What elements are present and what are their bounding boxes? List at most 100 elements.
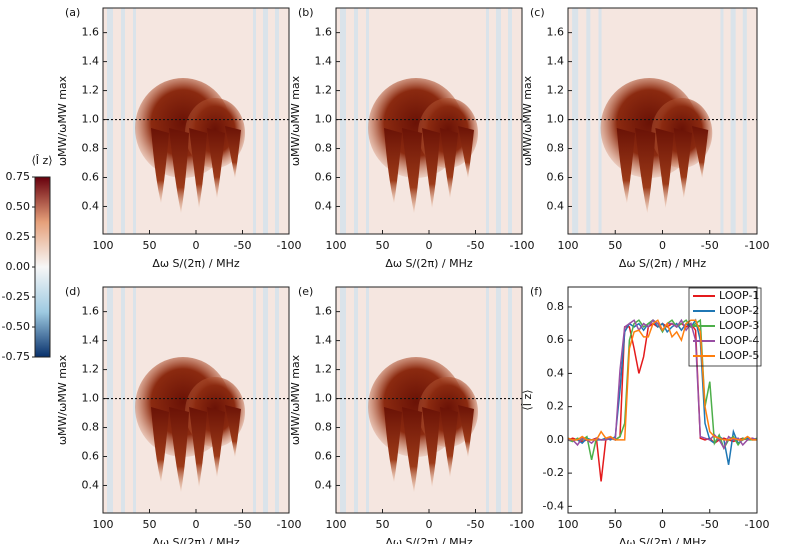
y-tick-label: 0.4 xyxy=(315,478,333,491)
y-tick-label: 1.2 xyxy=(82,84,100,97)
y-tick-label: 1.6 xyxy=(82,26,100,39)
x-tick-label: 50 xyxy=(143,239,157,252)
x-tick-label: -100 xyxy=(510,518,535,531)
y-tick-label: 0.8 xyxy=(547,142,565,155)
y-tick-label: 0.0 xyxy=(547,433,565,446)
plot-frame xyxy=(102,7,290,235)
panel-label: (b) xyxy=(298,6,314,19)
y-tick-label: 0.4 xyxy=(82,478,100,491)
x-tick-label: -100 xyxy=(745,518,770,531)
data-line xyxy=(567,319,757,441)
y-tick-label: 0.4 xyxy=(315,199,333,212)
y-axis-label: ωMW/ωMW max xyxy=(289,75,302,166)
y-tick-label: 0.4 xyxy=(547,199,565,212)
y-tick-label: 0.2 xyxy=(547,400,565,413)
colorbar-tick-label: 0.50 xyxy=(6,200,31,213)
y-tick-label: 1.2 xyxy=(315,363,333,376)
y-tick-label: 0.6 xyxy=(82,450,100,463)
x-tick-label: -100 xyxy=(277,239,302,252)
y-tick-label: 0.8 xyxy=(315,142,333,155)
plot-frame xyxy=(335,7,523,235)
panel-label: (d) xyxy=(65,285,81,298)
colorbar-tick-label: -0.50 xyxy=(2,320,30,333)
x-tick-label: -100 xyxy=(745,239,770,252)
panel-label: (e) xyxy=(298,285,313,298)
y-tick-label: 1.2 xyxy=(82,363,100,376)
colorbar-title: ⟨Î z⟩ xyxy=(31,154,52,167)
x-tick-label: -50 xyxy=(234,518,252,531)
x-tick-label: -50 xyxy=(467,518,485,531)
y-axis-label: ⟨Î z⟩ xyxy=(521,389,534,410)
x-tick-label: 0 xyxy=(426,239,433,252)
heatmap-image xyxy=(568,8,757,234)
panel-label: (a) xyxy=(65,6,80,19)
x-tick-label: 50 xyxy=(608,239,622,252)
legend-label: LOOP-3 xyxy=(719,319,759,332)
y-tick-label: 0.8 xyxy=(82,421,100,434)
y-tick-label: 1.2 xyxy=(547,84,565,97)
y-tick-label: 0.6 xyxy=(315,450,333,463)
x-axis-label: Δω S/(2π) / MHz xyxy=(152,536,240,544)
y-tick-label: 1.0 xyxy=(82,392,100,405)
y-tick-label: 0.4 xyxy=(547,366,565,379)
x-tick-label: -50 xyxy=(234,239,252,252)
x-axis-label: Δω S/(2π) / MHz xyxy=(619,536,707,544)
colorbar xyxy=(34,176,51,358)
y-tick-label: 1.4 xyxy=(82,55,100,68)
x-tick-label: 0 xyxy=(659,518,666,531)
colorbar-tick-label: -0.25 xyxy=(2,290,30,303)
x-tick-label: 50 xyxy=(608,518,622,531)
panel-label: (c) xyxy=(530,6,545,19)
x-tick-label: 100 xyxy=(326,518,347,531)
y-tick-label: 1.0 xyxy=(315,392,333,405)
x-tick-label: -100 xyxy=(510,239,535,252)
y-tick-label: 0.6 xyxy=(547,333,565,346)
x-axis-label: Δω S/(2π) / MHz xyxy=(619,257,707,270)
x-axis-label: Δω S/(2π) / MHz xyxy=(152,257,240,270)
y-tick-label: 1.4 xyxy=(315,334,333,347)
x-tick-label: 100 xyxy=(93,518,114,531)
heatmap-image xyxy=(336,287,522,513)
y-tick-label: 1.0 xyxy=(82,113,100,126)
y-tick-label: 1.0 xyxy=(315,113,333,126)
colorbar-tick-label: 0.00 xyxy=(6,260,31,273)
legend-label: LOOP-4 xyxy=(719,334,759,347)
y-tick-label: 1.6 xyxy=(82,305,100,318)
y-tick-label: 0.6 xyxy=(315,171,333,184)
heatmap-image xyxy=(336,8,522,234)
legend-box xyxy=(688,287,762,367)
y-tick-label: 1.4 xyxy=(547,55,565,68)
heatmap-image xyxy=(103,287,289,513)
y-tick-label: 0.8 xyxy=(82,142,100,155)
x-tick-label: 100 xyxy=(93,239,114,252)
y-axis-label: ωMW/ωMW max xyxy=(56,75,69,166)
x-tick-label: -50 xyxy=(701,239,719,252)
y-tick-label: 1.2 xyxy=(315,84,333,97)
legend-label: LOOP-1 xyxy=(719,289,759,302)
panel-label: (f) xyxy=(530,285,542,298)
y-tick-label: 1.6 xyxy=(547,26,565,39)
y-tick-label: 0.4 xyxy=(82,199,100,212)
x-tick-label: 50 xyxy=(376,518,390,531)
y-tick-label: 0.8 xyxy=(547,300,565,313)
y-axis-label: ωMW/ωMW max xyxy=(56,354,69,445)
y-tick-label: 0.6 xyxy=(82,171,100,184)
y-tick-label: -0.2 xyxy=(543,466,564,479)
y-tick-label: 1.4 xyxy=(315,55,333,68)
x-axis-label: Δω S/(2π) / MHz xyxy=(385,536,473,544)
colorbar-tick-label: -0.75 xyxy=(2,350,30,363)
x-tick-label: 50 xyxy=(143,518,157,531)
data-line xyxy=(567,322,758,482)
y-tick-label: 0.8 xyxy=(315,421,333,434)
plot-frame xyxy=(335,286,523,514)
colorbar-tick-label: 0.25 xyxy=(6,230,31,243)
colorbar-tick-label: 0.75 xyxy=(6,170,31,183)
y-axis-label: ωMW/ωMW max xyxy=(521,75,534,166)
y-tick-label: 1.0 xyxy=(547,113,565,126)
y-tick-label: 1.6 xyxy=(315,305,333,318)
x-tick-label: 0 xyxy=(193,518,200,531)
x-tick-label: 100 xyxy=(558,239,579,252)
x-tick-label: 100 xyxy=(558,518,579,531)
y-tick-label: 0.6 xyxy=(547,171,565,184)
